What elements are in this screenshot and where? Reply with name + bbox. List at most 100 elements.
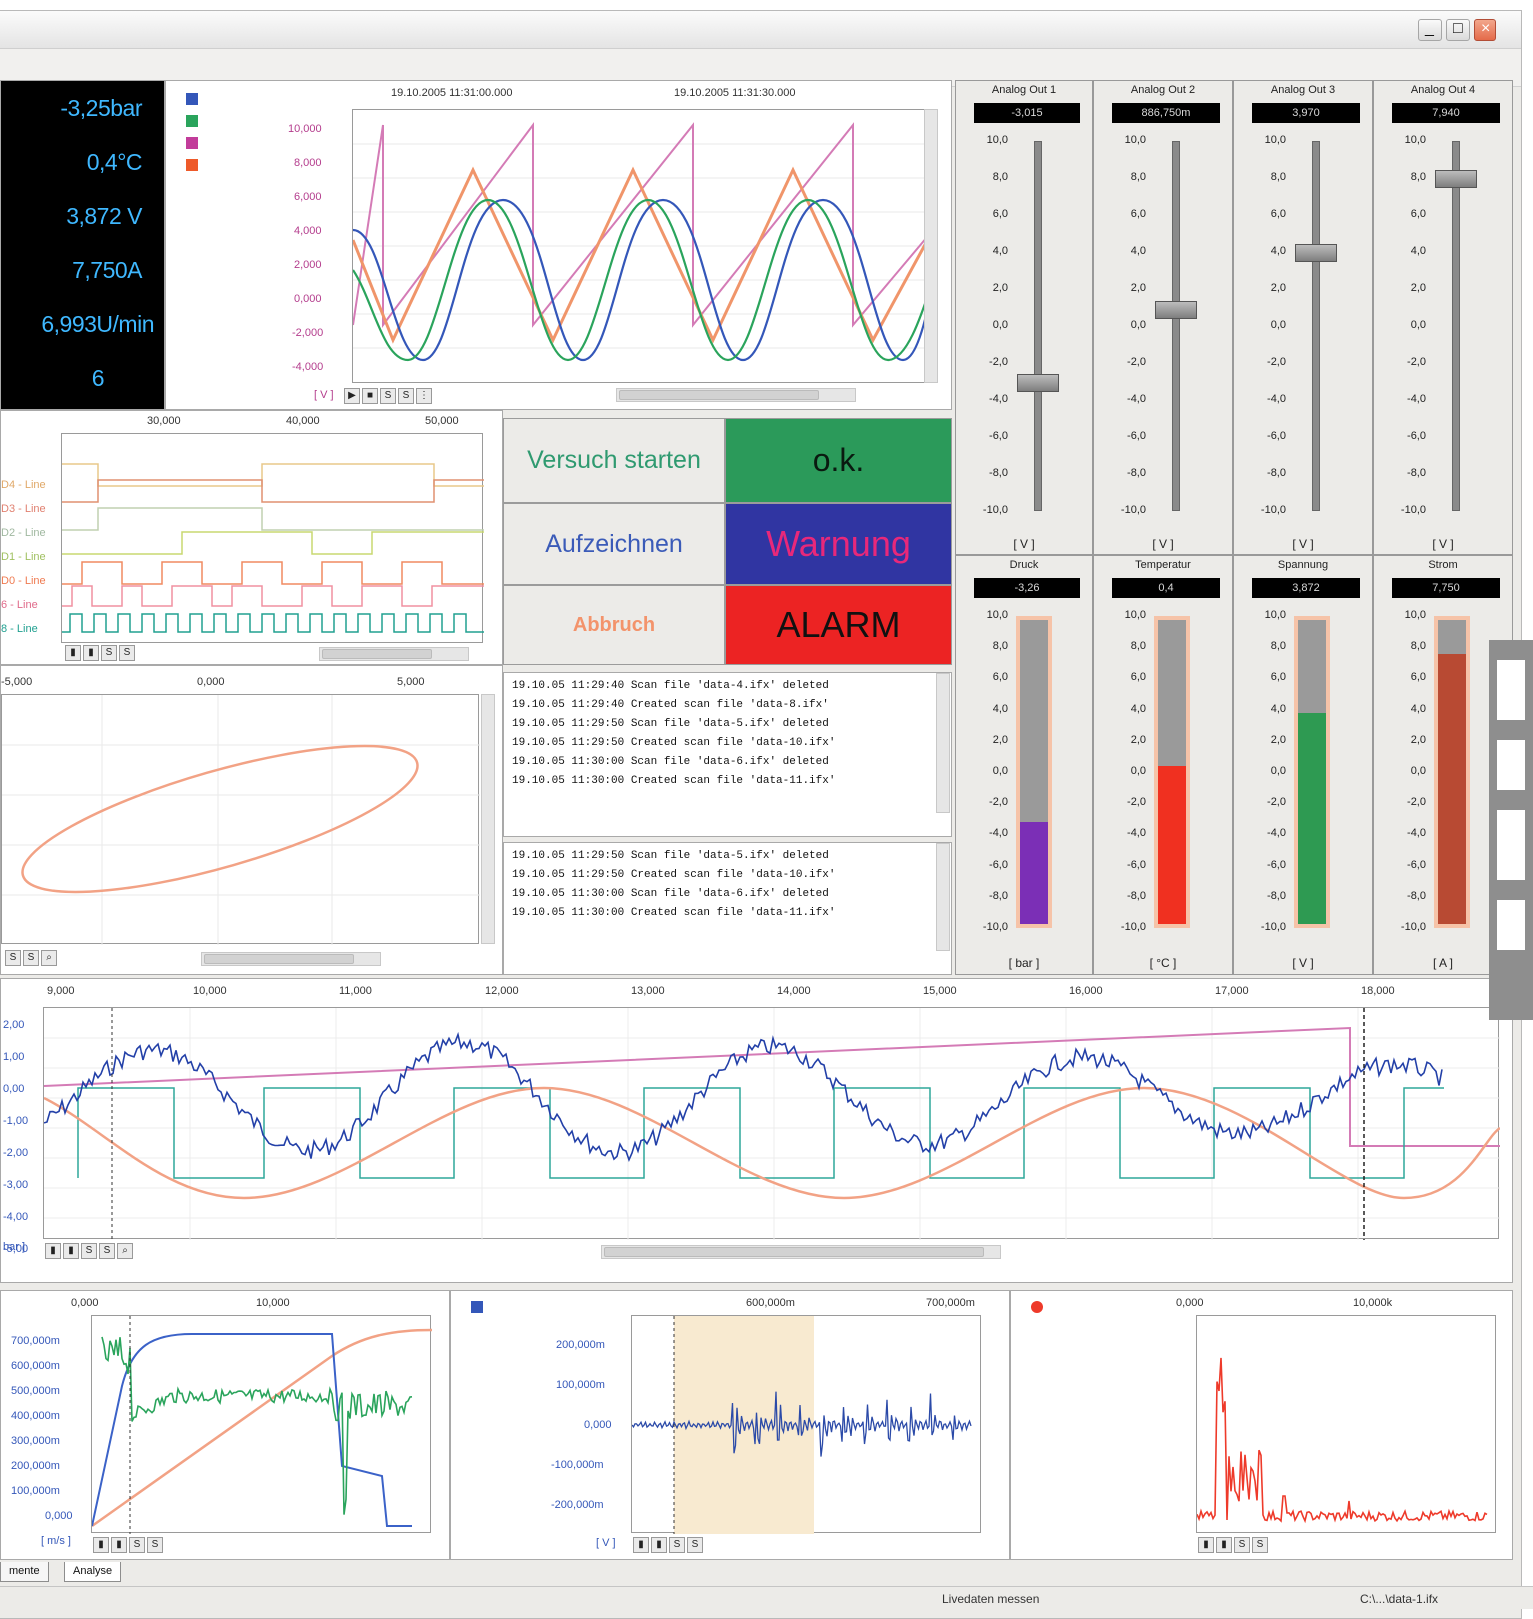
play-icon[interactable]: ▶	[344, 388, 360, 404]
x-tick: 18,000	[1361, 985, 1395, 997]
scale-tick: 4,0	[1410, 245, 1426, 257]
digital-chart-hscroll[interactable]	[319, 647, 469, 661]
event-log-1[interactable]: 19.10.05 11:29:40 Scan file 'data-4.ifx'…	[503, 672, 952, 837]
cursor-icon[interactable]: ▮	[1198, 1537, 1214, 1553]
scale-icon[interactable]: S	[129, 1537, 145, 1553]
bottom-right-plot[interactable]	[1196, 1315, 1496, 1533]
top-chart-plot[interactable]	[351, 109, 935, 383]
slider-knob[interactable]	[1435, 170, 1477, 188]
scale-icon[interactable]: S	[99, 1243, 115, 1259]
top-chart-vscroll[interactable]	[924, 109, 938, 383]
log2-vscroll[interactable]	[936, 843, 950, 951]
scale-icon[interactable]: S	[101, 645, 117, 661]
legend-swatch-blue[interactable]	[186, 93, 198, 105]
long-chart-plot[interactable]	[43, 1007, 1501, 1240]
scale-icon[interactable]: S	[380, 388, 396, 404]
cursor-icon[interactable]: ▮	[93, 1537, 109, 1553]
slider-knob[interactable]	[1295, 244, 1337, 262]
xy-chart-vscroll[interactable]	[481, 694, 495, 944]
cursor-icon[interactable]: ▮	[1216, 1537, 1232, 1553]
log1-vscroll[interactable]	[936, 673, 950, 813]
x-tick: -5,000	[1, 676, 33, 688]
long-chart-hscroll[interactable]	[601, 1245, 1001, 1259]
cursor-icon[interactable]: ▮	[111, 1537, 127, 1553]
cursor-icon[interactable]: ▮	[63, 1243, 79, 1259]
scale-icon[interactable]: ⋮	[416, 388, 432, 404]
analog-out-display: -3,015	[974, 103, 1080, 123]
scale-icon[interactable]: S	[398, 388, 414, 404]
cursor-icon[interactable]: ▮	[65, 645, 81, 661]
xy-chart-hscroll[interactable]	[201, 952, 381, 966]
scale-icon[interactable]: S	[5, 950, 21, 966]
scale-icon[interactable]: S	[669, 1537, 685, 1553]
scale-tick: -2,0	[989, 796, 1008, 809]
digital-chart-plot[interactable]	[61, 433, 484, 643]
side-band	[1497, 660, 1525, 720]
cursor-icon[interactable]: ▮	[651, 1537, 667, 1553]
top-chart-hscroll[interactable]	[616, 388, 856, 402]
scale-tick: -10,0	[982, 921, 1008, 933]
scroll-thumb[interactable]	[604, 1247, 984, 1257]
tab-measurements[interactable]: mente	[0, 1562, 49, 1582]
long-chart-svg	[43, 1008, 1501, 1240]
legend-swatch-orange[interactable]	[186, 159, 198, 171]
scale-tick: 0,0	[1410, 319, 1426, 331]
xy-chart-plot[interactable]	[1, 694, 480, 945]
scale-icon[interactable]: S	[1234, 1537, 1250, 1553]
legend-swatch-magenta[interactable]	[186, 137, 198, 149]
scroll-thumb[interactable]	[322, 649, 432, 659]
analog-out-title: Analog Out 3	[1270, 84, 1336, 96]
slider-track[interactable]	[1155, 141, 1197, 511]
bottom-left-plot[interactable]	[91, 1315, 433, 1534]
slider-track[interactable]	[1295, 141, 1337, 511]
y-tick: 300,000m	[11, 1435, 60, 1447]
scale-icon[interactable]: S	[687, 1537, 703, 1553]
bottom-middle-plot[interactable]	[631, 1315, 981, 1534]
scale-icon[interactable]: S	[1252, 1537, 1268, 1553]
scale-icon[interactable]: S	[119, 645, 135, 661]
scale-tick: -10,0	[1400, 921, 1426, 933]
stop-icon[interactable]: ■	[362, 388, 378, 404]
log-entry: 19.10.05 11:29:50 Scan file 'data-5.ifx'…	[512, 850, 829, 862]
maximize-button[interactable]: □	[1446, 19, 1470, 41]
scale-icon[interactable]: S	[81, 1243, 97, 1259]
scale-icon[interactable]: S	[147, 1537, 163, 1553]
zoom-icon[interactable]: ⌕	[117, 1243, 133, 1259]
digital-chart-panel: 30,000 40,000 50,000 D4 - Line D3 - Line…	[0, 410, 503, 665]
legend-swatch-blue[interactable]	[471, 1301, 483, 1313]
digital-trace-0	[62, 561, 484, 585]
slider-knob[interactable]	[1155, 301, 1197, 320]
scale-tick: 4,0	[992, 245, 1008, 257]
start-test-button[interactable]: Versuch starten	[503, 418, 725, 503]
bar-track	[1434, 616, 1470, 928]
minimize-button[interactable]: _	[1418, 19, 1442, 41]
slider-track[interactable]	[1435, 141, 1477, 511]
y-tick: 600,000m	[11, 1360, 60, 1372]
scale-tick: -6,0	[1127, 858, 1146, 871]
zoom-icon[interactable]: ⌕	[41, 950, 57, 966]
x-tick: 9,000	[47, 985, 75, 997]
lcd-panel: -3,25bar 0,4°C 3,872 V 7,750A 6,993U/min…	[0, 80, 165, 410]
close-button[interactable]: ×	[1474, 19, 1496, 41]
scroll-thumb[interactable]	[204, 954, 354, 964]
slider-knob[interactable]	[1017, 373, 1059, 392]
scale-tick: -6,0	[1407, 858, 1426, 871]
x-tick: 14,000	[777, 985, 811, 997]
maximize-icon: □	[1453, 20, 1463, 37]
scale-icon[interactable]: S	[23, 950, 39, 966]
event-log-2[interactable]: 19.10.05 11:29:50 Scan file 'data-5.ifx'…	[503, 842, 952, 975]
tab-analysis[interactable]: Analyse	[64, 1562, 122, 1582]
cursor-icon[interactable]: ▮	[633, 1537, 649, 1553]
x-tick: 5,000	[397, 676, 425, 688]
legend-swatch-green[interactable]	[186, 115, 198, 127]
legend-swatch-red[interactable]	[1031, 1301, 1043, 1313]
record-button[interactable]: Aufzeichnen	[503, 503, 725, 585]
cursor-icon[interactable]: ▮	[83, 645, 99, 661]
lcd-value-count: 6	[91, 365, 105, 391]
bar-track	[1016, 616, 1052, 928]
bar-track	[1154, 616, 1190, 928]
abort-button[interactable]: Abbruch	[503, 585, 725, 665]
cursor-icon[interactable]: ▮	[45, 1243, 61, 1259]
scroll-thumb[interactable]	[619, 390, 819, 400]
slider-track[interactable]	[1017, 141, 1059, 511]
